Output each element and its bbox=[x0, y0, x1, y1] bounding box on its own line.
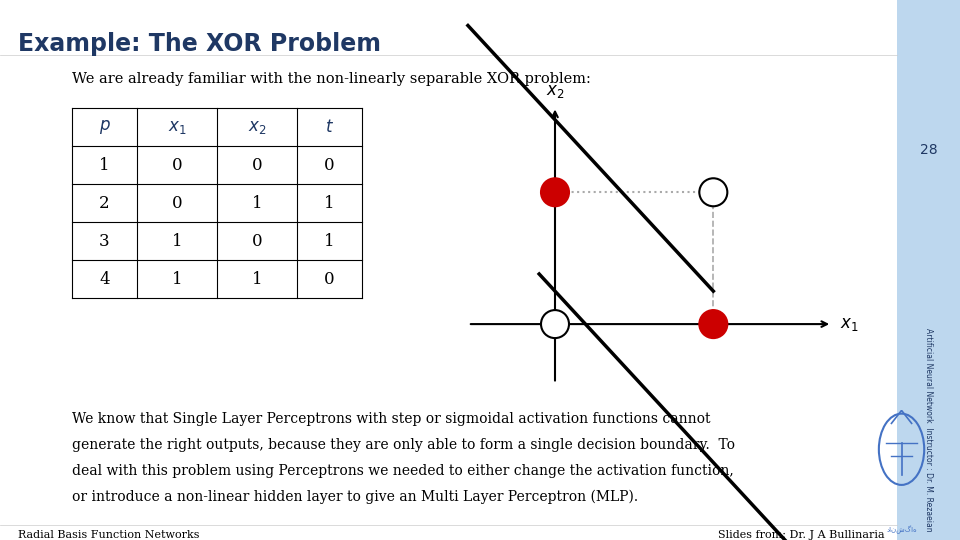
Text: 28: 28 bbox=[920, 143, 937, 157]
Text: We know that Single Layer Perceptrons with step or sigmoidal activation function: We know that Single Layer Perceptrons wi… bbox=[72, 412, 710, 426]
Text: $x_1$: $x_1$ bbox=[168, 118, 186, 136]
Text: دانشگاه: دانشگاه bbox=[886, 525, 917, 534]
Bar bbox=[897, 0, 960, 540]
Text: Example: The XOR Problem: Example: The XOR Problem bbox=[18, 32, 381, 56]
Text: 0: 0 bbox=[324, 271, 335, 287]
Bar bbox=[897, 130, 960, 168]
Text: 1: 1 bbox=[324, 194, 335, 212]
Circle shape bbox=[541, 310, 569, 338]
Text: $x_1$: $x_1$ bbox=[840, 315, 858, 333]
Text: 0: 0 bbox=[252, 157, 262, 173]
Text: 0: 0 bbox=[324, 157, 335, 173]
Text: 4: 4 bbox=[99, 271, 109, 287]
Text: 1: 1 bbox=[252, 271, 262, 287]
Text: Slides from: Dr. J A Bullinaria: Slides from: Dr. J A Bullinaria bbox=[718, 530, 885, 540]
Text: $x_2$: $x_2$ bbox=[545, 82, 564, 100]
Text: We are already familiar with the non-linearly separable XOR problem:: We are already familiar with the non-lin… bbox=[72, 72, 590, 86]
Circle shape bbox=[699, 178, 728, 206]
Text: $x_2$: $x_2$ bbox=[248, 118, 266, 136]
Text: generate the right outputs, because they are only able to form a single decision: generate the right outputs, because they… bbox=[72, 438, 735, 452]
Text: 3: 3 bbox=[99, 233, 109, 249]
Text: $t$: $t$ bbox=[325, 118, 334, 136]
Text: 1: 1 bbox=[252, 194, 262, 212]
Text: 0: 0 bbox=[172, 157, 182, 173]
Text: 0: 0 bbox=[252, 233, 262, 249]
Text: Artificial Neural Network  Instructor : Dr. M. Rezaeian: Artificial Neural Network Instructor : D… bbox=[924, 328, 933, 532]
Text: 0: 0 bbox=[172, 194, 182, 212]
Text: or introduce a non-linear hidden layer to give an Multi Layer Perceptron (MLP).: or introduce a non-linear hidden layer t… bbox=[72, 490, 638, 504]
Text: 1: 1 bbox=[172, 233, 182, 249]
Circle shape bbox=[699, 310, 728, 338]
Text: 2: 2 bbox=[99, 194, 109, 212]
Text: $p$: $p$ bbox=[99, 118, 110, 136]
Text: deal with this problem using Perceptrons we needed to either change the activati: deal with this problem using Perceptrons… bbox=[72, 464, 733, 478]
Text: 1: 1 bbox=[172, 271, 182, 287]
Circle shape bbox=[541, 178, 569, 206]
Text: Radial Basis Function Networks: Radial Basis Function Networks bbox=[18, 530, 200, 540]
Text: 1: 1 bbox=[99, 157, 109, 173]
Text: 1: 1 bbox=[324, 233, 335, 249]
